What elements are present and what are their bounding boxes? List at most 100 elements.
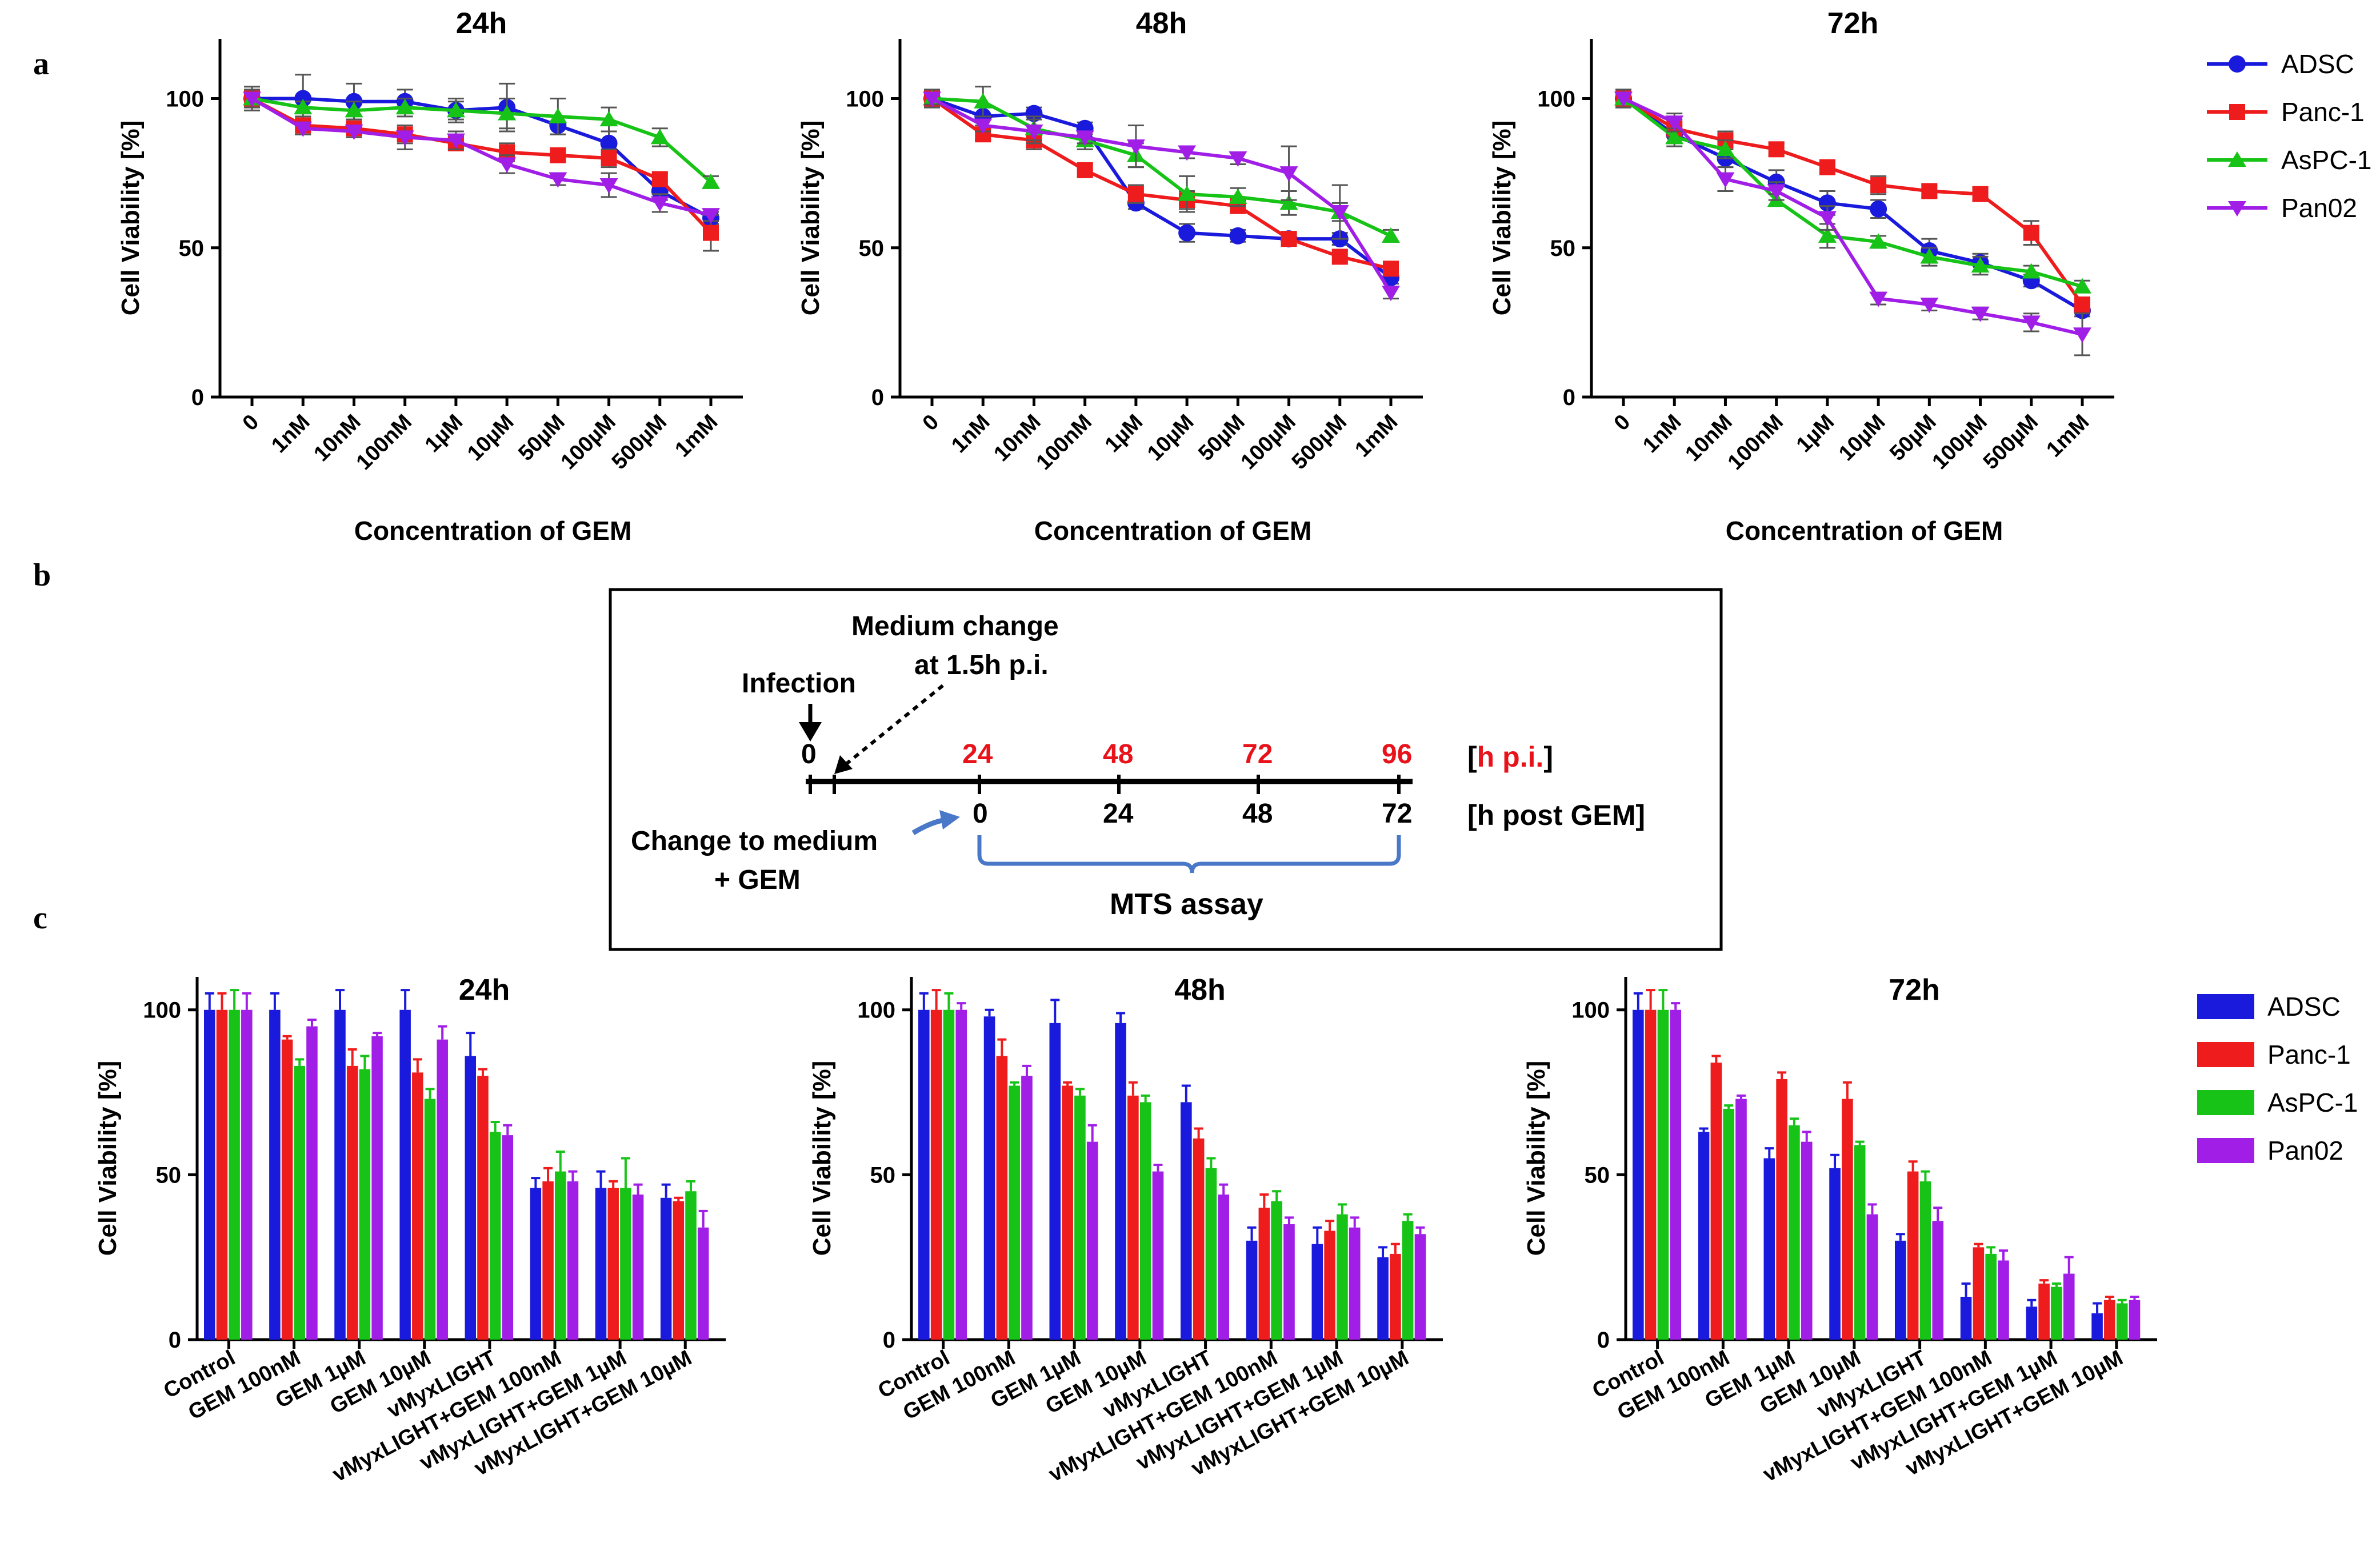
x-tick-label: 1nM [1638,410,1686,458]
legend-label: Panc-1 [2281,97,2365,127]
series-line [1622,97,2083,288]
panel-letter-c: c [33,900,47,936]
bar-adsc [1377,1257,1389,1340]
legend-item-adsc: ADSC [2207,49,2354,79]
data-point [1281,231,1297,247]
bar-panc-1 [1062,1085,1073,1340]
data-point [1614,91,1633,107]
data-point [1972,186,1989,202]
y-axis-label: Cell Viability [%] [808,1061,836,1256]
hpi-48: 48 [1103,739,1133,770]
legend-item-aspc-1: AsPC-1 [2197,1088,2358,1117]
x-tick-label: 500µM [1979,410,2043,474]
series-line [1622,97,2084,306]
series-aspc-1 [1614,90,2091,294]
hpi-96: 96 [1382,739,1412,770]
data-point [1279,166,1298,182]
data-point [1178,145,1197,161]
series-panc-1 [1615,89,2090,313]
bar-panc-1 [1324,1231,1335,1340]
data-point [974,118,993,134]
legend-marker [2229,104,2245,120]
data-point [498,157,517,173]
hpost-0: 0 [973,799,988,829]
x-tick-label: 500µM [607,410,671,474]
bar-panc-1 [281,1039,293,1340]
hpi-unit-label: [h p.i.] [1467,741,1553,773]
y-tick-label: 50 [1585,1163,1610,1188]
data-point [243,91,261,107]
bar-adsc [2026,1306,2038,1340]
bar-aspc-1 [1139,1102,1151,1340]
data-point [703,225,719,241]
bar-aspc-1 [1723,1108,1734,1340]
chart-title: 24h [456,7,507,40]
x-tick-label: 100µM [1237,410,1301,474]
data-point [599,178,618,194]
series-line [251,97,712,184]
data-point [650,129,669,145]
y-tick-label: 50 [870,1163,896,1188]
data-point [1382,286,1400,302]
x-tick-label: 1nM [947,410,994,458]
series-pan02 [923,91,1400,302]
bar-aspc-1 [685,1191,697,1340]
hpi-unit: h p.i. [1477,741,1544,773]
y-tick-label: 0 [1597,1328,1610,1353]
data-point [1383,260,1399,277]
data-point [1075,130,1094,146]
data-point [1767,184,1786,200]
data-point [1768,141,1785,158]
bar-pan02 [567,1181,579,1340]
data-point [1178,185,1197,201]
bar-panc-1 [1973,1247,1985,1340]
legend-swatch [2197,994,2254,1019]
data-point [1127,186,1144,202]
bar-panc-1 [1776,1079,1787,1340]
data-point [1971,257,1990,273]
data-point [1971,306,1990,322]
series-line [931,97,1391,271]
data-point [294,121,313,137]
bar-pan02 [371,1036,383,1340]
series-line [931,97,1392,238]
bar-pan02 [1866,1214,1878,1340]
y-tick-label: 0 [191,385,204,410]
hpi-bracket-open: [ [1467,741,1477,773]
y-tick-label: 50 [859,236,885,261]
data-point [1331,249,1348,265]
y-axis-label: Cell Viability [%] [1488,121,1516,316]
y-tick-label: 100 [166,87,204,112]
legend-marker [2229,55,2246,73]
data-point [1229,227,1247,245]
bar-pan02 [1283,1224,1295,1340]
bar-pan02 [1735,1099,1747,1340]
hpi-24: 24 [962,739,993,770]
x-tick-label: 100nM [1032,410,1097,475]
legend-label: Panc-1 [2267,1040,2351,1069]
legend-label: AsPC-1 [2281,145,2371,175]
chart-title: 48h [1136,7,1187,40]
bar-panc-1 [412,1072,423,1340]
bar-panc-1 [542,1181,554,1340]
data-point [550,147,566,163]
data-point [2022,263,2041,279]
data-point [1818,211,1837,227]
x-tick-label: 10µM [1834,410,1890,466]
bar-aspc-1 [489,1132,501,1340]
x-axis-label: Concentration of GEM [1034,516,1312,546]
y-axis-label: Cell Viability [%] [94,1061,122,1256]
bar-pan02 [955,1009,967,1340]
y-tick-label: 0 [169,1328,181,1353]
bar-adsc [1311,1244,1323,1340]
y-tick-label: 100 [143,998,181,1023]
bar-panc-1 [930,1009,942,1340]
legend-label: ADSC [2267,992,2341,1021]
data-point [2073,327,2091,343]
data-point [1716,172,1735,188]
legend-line-charts: ADSC Panc-1 AsPC-1 Pan02 [2207,49,2371,223]
data-point [1921,183,1938,199]
bar-pan02 [1670,1009,1682,1340]
